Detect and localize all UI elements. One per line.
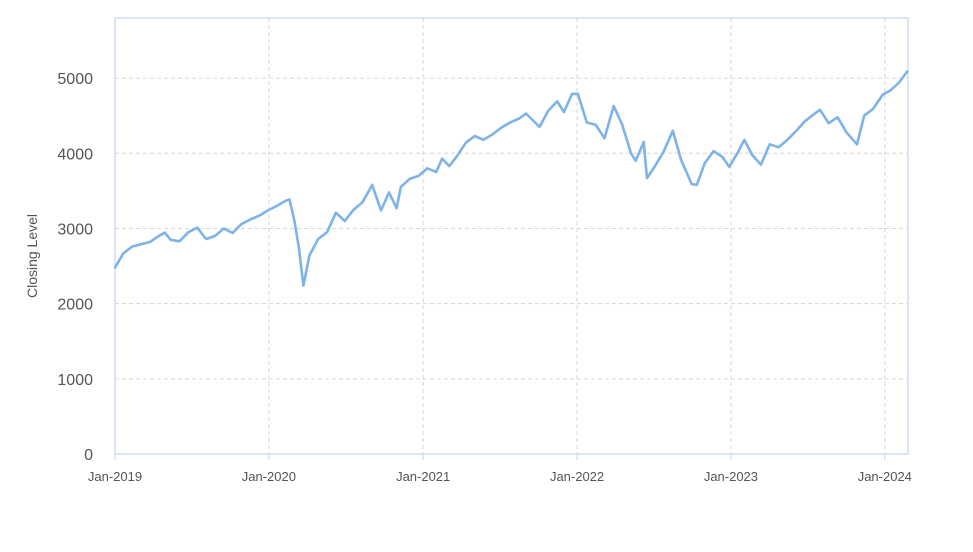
y-tick-label: 0 <box>84 447 93 464</box>
x-tick-label: Jan-2023 <box>704 469 758 484</box>
gridlines <box>115 18 908 454</box>
x-tick-label: Jan-2020 <box>242 469 296 484</box>
y-tick-label: 3000 <box>57 221 93 238</box>
y-tick-label: 2000 <box>57 297 93 314</box>
series-line <box>113 70 909 287</box>
y-tick-label: 5000 <box>57 71 93 88</box>
y-axis-label: Closing Level <box>24 214 40 298</box>
plot-frame <box>114 17 909 455</box>
x-tick-label: Jan-2022 <box>550 469 604 484</box>
y-tick-label: 4000 <box>57 146 93 163</box>
x-tick-label: Jan-2019 <box>88 469 142 484</box>
x-tick-label: Jan-2024 <box>858 469 912 484</box>
axes: 0 1000 2000 3000 4000 5000 Jan-2019 Jan-2020 Jan… <box>57 71 912 484</box>
series-layer <box>113 70 909 287</box>
x-tick-label: Jan-2021 <box>396 469 450 484</box>
y-tick-label: 1000 <box>57 372 93 389</box>
